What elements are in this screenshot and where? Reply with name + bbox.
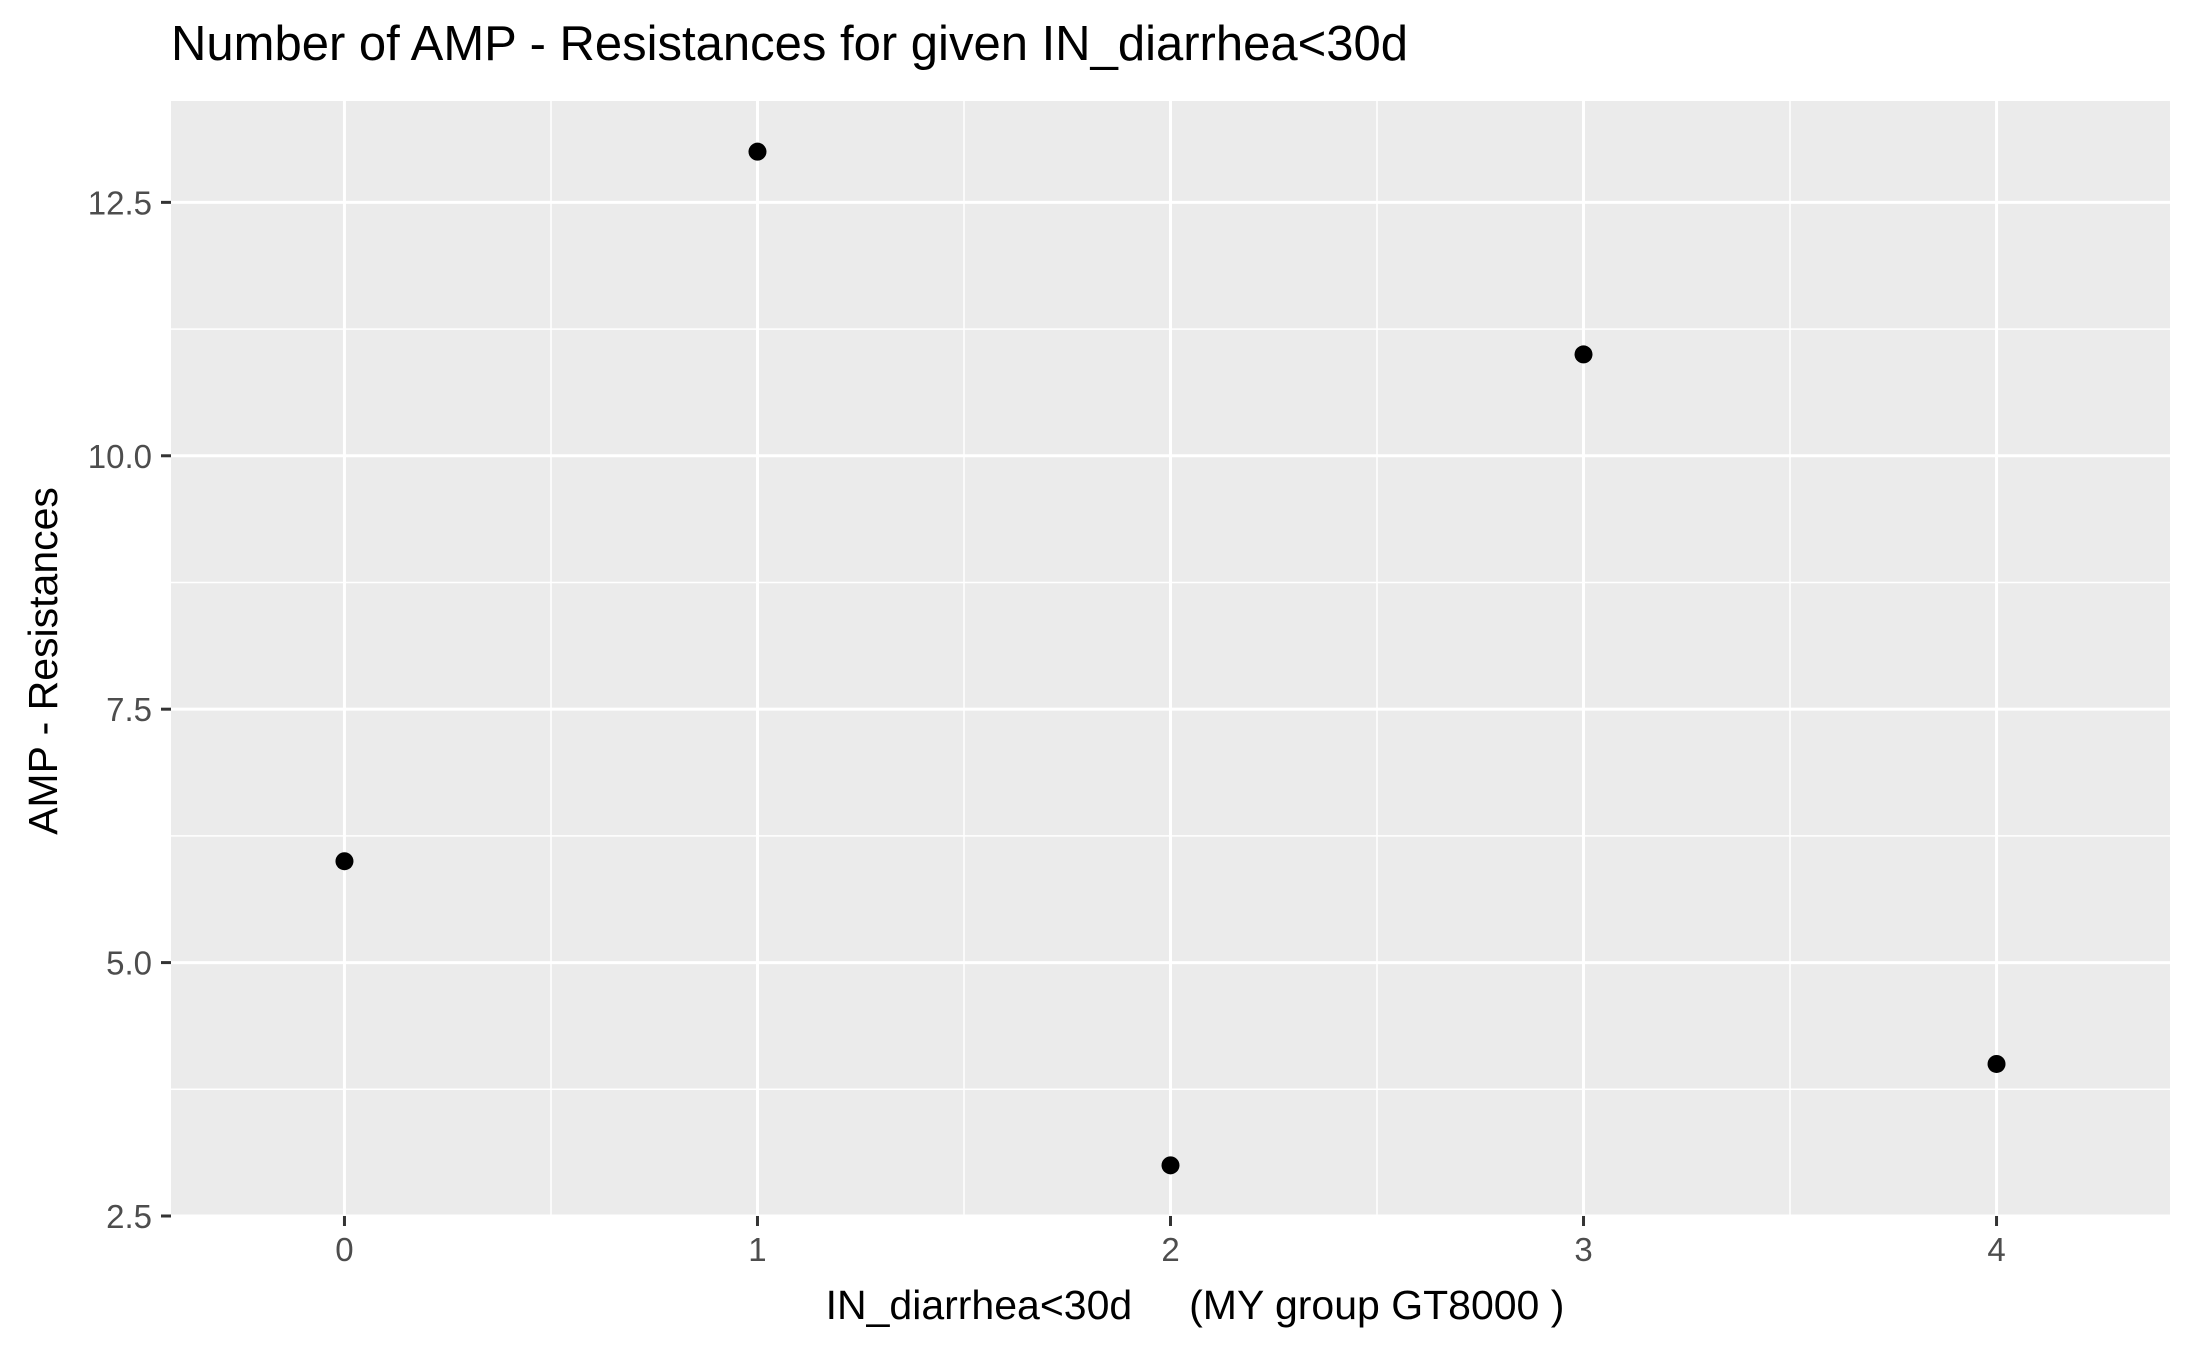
x-tick-label: 4 xyxy=(1987,1231,2005,1268)
y-tick-label: 12.5 xyxy=(88,184,152,221)
x-tick-label: 2 xyxy=(1161,1231,1179,1268)
data-point xyxy=(1161,1156,1180,1175)
y-tick-label: 10.0 xyxy=(88,438,152,475)
x-axis: 0 1 2 3 4 xyxy=(335,1216,2006,1268)
y-tick-label: 7.5 xyxy=(106,691,152,728)
data-point xyxy=(748,142,767,161)
x-axis-title: IN_diarrhea<30d (MY group GT8000 ) xyxy=(826,1282,1565,1328)
chart-title: Number of AMP - Resistances for given IN… xyxy=(171,17,1408,71)
y-tick-label: 2.5 xyxy=(106,1198,152,1235)
y-axis: 2.5 5.0 7.5 10.0 12.5 xyxy=(88,184,171,1235)
y-tick-label: 5.0 xyxy=(106,945,152,982)
x-tick-label: 1 xyxy=(748,1231,766,1268)
y-axis-title: AMP - Resistances xyxy=(20,487,66,835)
data-points xyxy=(335,142,2006,1175)
x-tick-label: 3 xyxy=(1574,1231,1592,1268)
data-point xyxy=(1987,1054,2006,1073)
data-point xyxy=(1574,345,1593,364)
x-tick-label: 0 xyxy=(335,1231,353,1268)
data-point xyxy=(335,852,354,871)
